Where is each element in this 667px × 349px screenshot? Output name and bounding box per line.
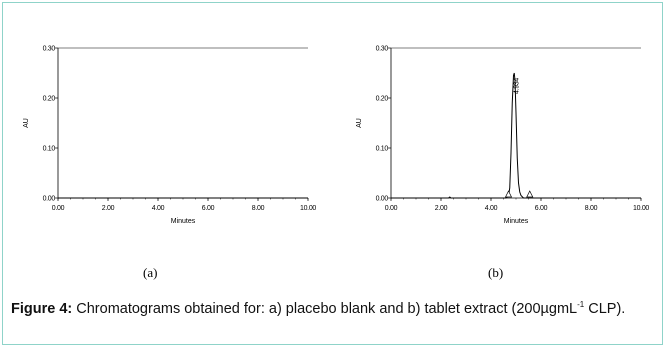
caption-label: Figure 4: [11, 301, 73, 317]
x-tick-label: 6.00 [202, 205, 215, 212]
caption-superscript: -1 [577, 300, 585, 309]
y-axis-title: AU [356, 118, 363, 128]
figure-frame: 0.00 0.10 0.20 0.30 0.00 2.00 4.00 6.00 8.00 10.0… [2, 2, 663, 345]
peak-label: 4.934 [513, 78, 520, 94]
x-tick-label: 8.00 [252, 205, 265, 212]
x-tick-label: 10.00 [633, 205, 649, 212]
x-tick-label: 8.00 [585, 205, 598, 212]
x-tick-label: 2.00 [102, 205, 115, 212]
figure-caption: Figure 4: Chromatograms obtained for: a)… [11, 299, 661, 319]
chromatogram-trace [391, 72, 641, 199]
panel-label-a: (a) [143, 265, 158, 280]
integration-marker [504, 190, 513, 198]
x-tick-label: 4.00 [485, 205, 498, 212]
y-tick-label: 0.30 [43, 46, 56, 53]
x-tick-label: 6.00 [535, 205, 548, 212]
y-tick-label: 0.00 [376, 196, 389, 203]
integration-marker [526, 190, 534, 198]
panel-label-b: (b) [488, 265, 504, 280]
y-tick-label: 0.10 [43, 146, 56, 153]
chromatogram-b: 0.00 0.10 0.20 0.30 0.00 2.00 4.00 6.00 8.00 10.0… [356, 46, 650, 226]
caption-text-end: CLP). [584, 301, 626, 317]
x-tick-label: 2.00 [435, 205, 448, 212]
y-tick-label: 0.20 [43, 96, 56, 103]
x-tick-label: 10.00 [300, 205, 316, 212]
x-axis-title: Minutes [504, 218, 529, 225]
x-axis-title: Minutes [171, 218, 196, 225]
y-tick-label: 0.00 [43, 196, 56, 203]
y-axis-title: AU [23, 118, 30, 128]
y-tick-label: 0.10 [376, 146, 389, 153]
y-tick-label: 0.20 [376, 96, 389, 103]
chromatogram-a: 0.00 0.10 0.20 0.30 0.00 2.00 4.00 6.00 8.00 10.0… [23, 46, 317, 226]
caption-text: Chromatograms obtained for: a) placebo b… [72, 301, 578, 317]
x-tick-label: 0.00 [385, 205, 398, 212]
x-tick-label: 4.00 [152, 205, 165, 212]
x-tick-label: 0.00 [52, 205, 65, 212]
y-tick-label: 0.30 [376, 46, 389, 53]
